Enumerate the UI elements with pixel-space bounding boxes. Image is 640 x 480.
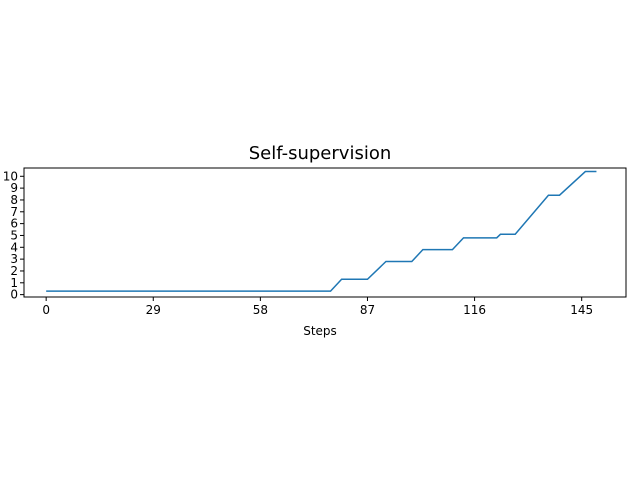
- x-tick-label-4: 116: [463, 303, 486, 317]
- chart-title: Self-supervision: [249, 143, 392, 164]
- y-tick-label-10: 10: [3, 169, 18, 183]
- y-tick-label-8: 8: [10, 193, 18, 207]
- y-tick-label-1: 1: [10, 276, 18, 290]
- y-tick-label-0: 0: [10, 288, 18, 302]
- y-tick-label-5: 5: [10, 228, 18, 242]
- plot-area: [46, 170, 597, 292]
- y-tick-label-9: 9: [10, 181, 18, 195]
- y-tick-label-4: 4: [10, 240, 18, 254]
- x-axis: 0 29 58 87 116 145: [42, 297, 593, 317]
- y-tick-label-7: 7: [10, 205, 18, 219]
- x-axis-label: Steps: [303, 324, 337, 338]
- axes-frame: [23, 167, 627, 298]
- x-tick-label-5: 145: [570, 303, 593, 317]
- x-tick-label-0: 0: [42, 303, 50, 317]
- series-line-0: [46, 170, 597, 292]
- x-tick-label-3: 87: [360, 303, 375, 317]
- x-tick-label-1: 29: [146, 303, 161, 317]
- y-tick-label-3: 3: [10, 252, 18, 266]
- x-tick-label-2: 58: [253, 303, 268, 317]
- y-tick-label-2: 2: [10, 264, 18, 278]
- y-tick-label-6: 6: [10, 217, 18, 231]
